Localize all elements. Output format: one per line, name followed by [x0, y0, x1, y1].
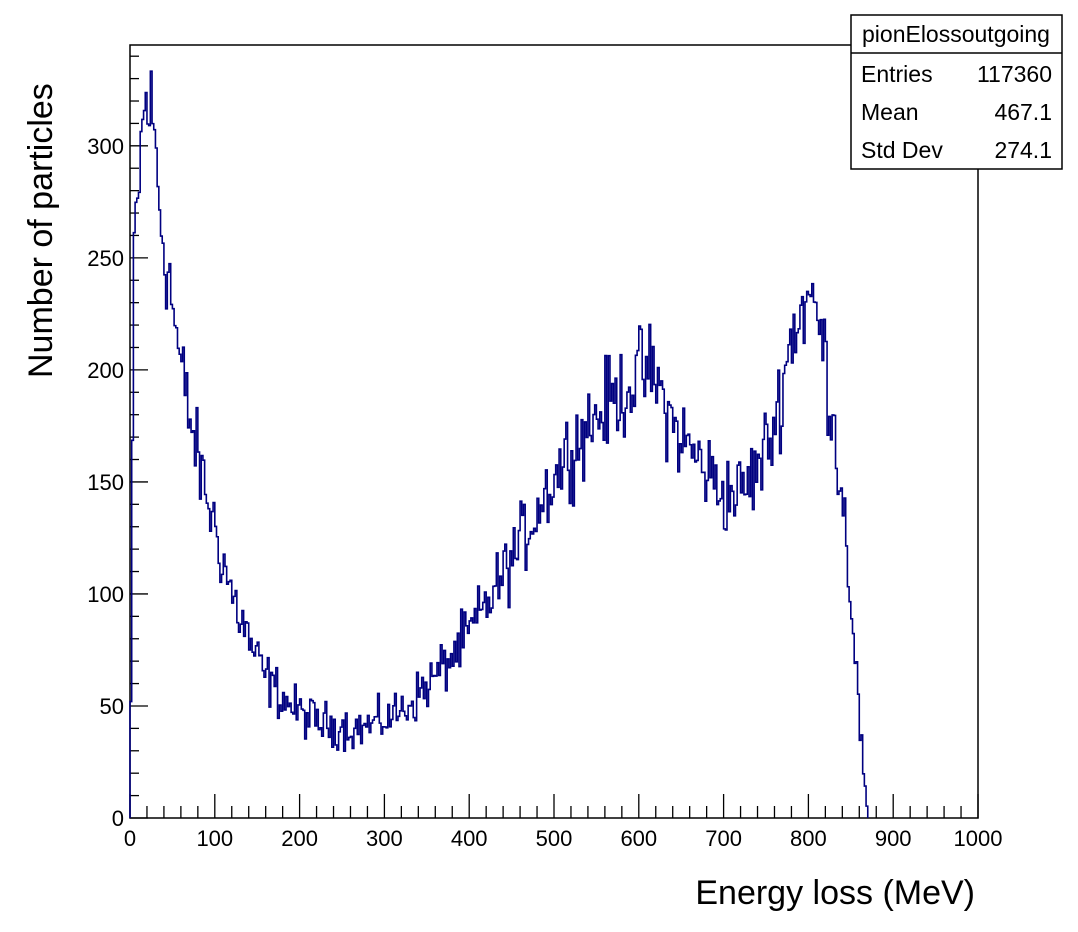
x-tick-label: 700 [705, 826, 742, 851]
stats-box-frame [850, 14, 1063, 170]
stats-label-entries: Entries [861, 61, 933, 87]
y-tick-label: 150 [87, 470, 124, 495]
y-tick-label: 50 [100, 694, 124, 719]
histogram-line [129, 70, 869, 818]
x-axis-ticks: 0 100 200 300 400 500 600 700 800 900 1000 [124, 794, 1003, 851]
x-tick-label: 200 [281, 826, 318, 851]
y-tick-label: 0 [112, 806, 124, 831]
x-tick-label: 500 [536, 826, 573, 851]
stats-box-title: pionElossoutgoing [862, 21, 1050, 47]
x-tick-label: 900 [875, 826, 912, 851]
stats-box: pionElossoutgoing Entries 117360 Mean 46… [850, 14, 1063, 170]
y-tick-label: 300 [87, 134, 124, 159]
x-tick-label: 1000 [954, 826, 1003, 851]
y-axis-ticks: 0 50 100 150 200 250 300 [87, 55, 148, 831]
stats-value-mean: 467.1 [994, 99, 1052, 125]
x-tick-label: 400 [451, 826, 488, 851]
x-tick-label: 800 [790, 826, 827, 851]
x-tick-label: 300 [366, 826, 403, 851]
x-axis-title: Energy loss (MeV) [695, 874, 975, 912]
stats-label-mean: Mean [861, 99, 919, 125]
y-tick-label: 200 [87, 358, 124, 383]
y-tick-label: 250 [87, 246, 124, 271]
stats-value-entries: 117360 [977, 61, 1052, 87]
y-axis-title: Number of particles [22, 83, 60, 378]
y-tick-label: 100 [87, 582, 124, 607]
x-tick-label: 600 [620, 826, 657, 851]
x-tick-label: 0 [124, 826, 136, 851]
x-tick-label: 100 [196, 826, 233, 851]
stats-label-stddev: Std Dev [861, 137, 943, 163]
stats-value-stddev: 274.1 [994, 137, 1052, 163]
